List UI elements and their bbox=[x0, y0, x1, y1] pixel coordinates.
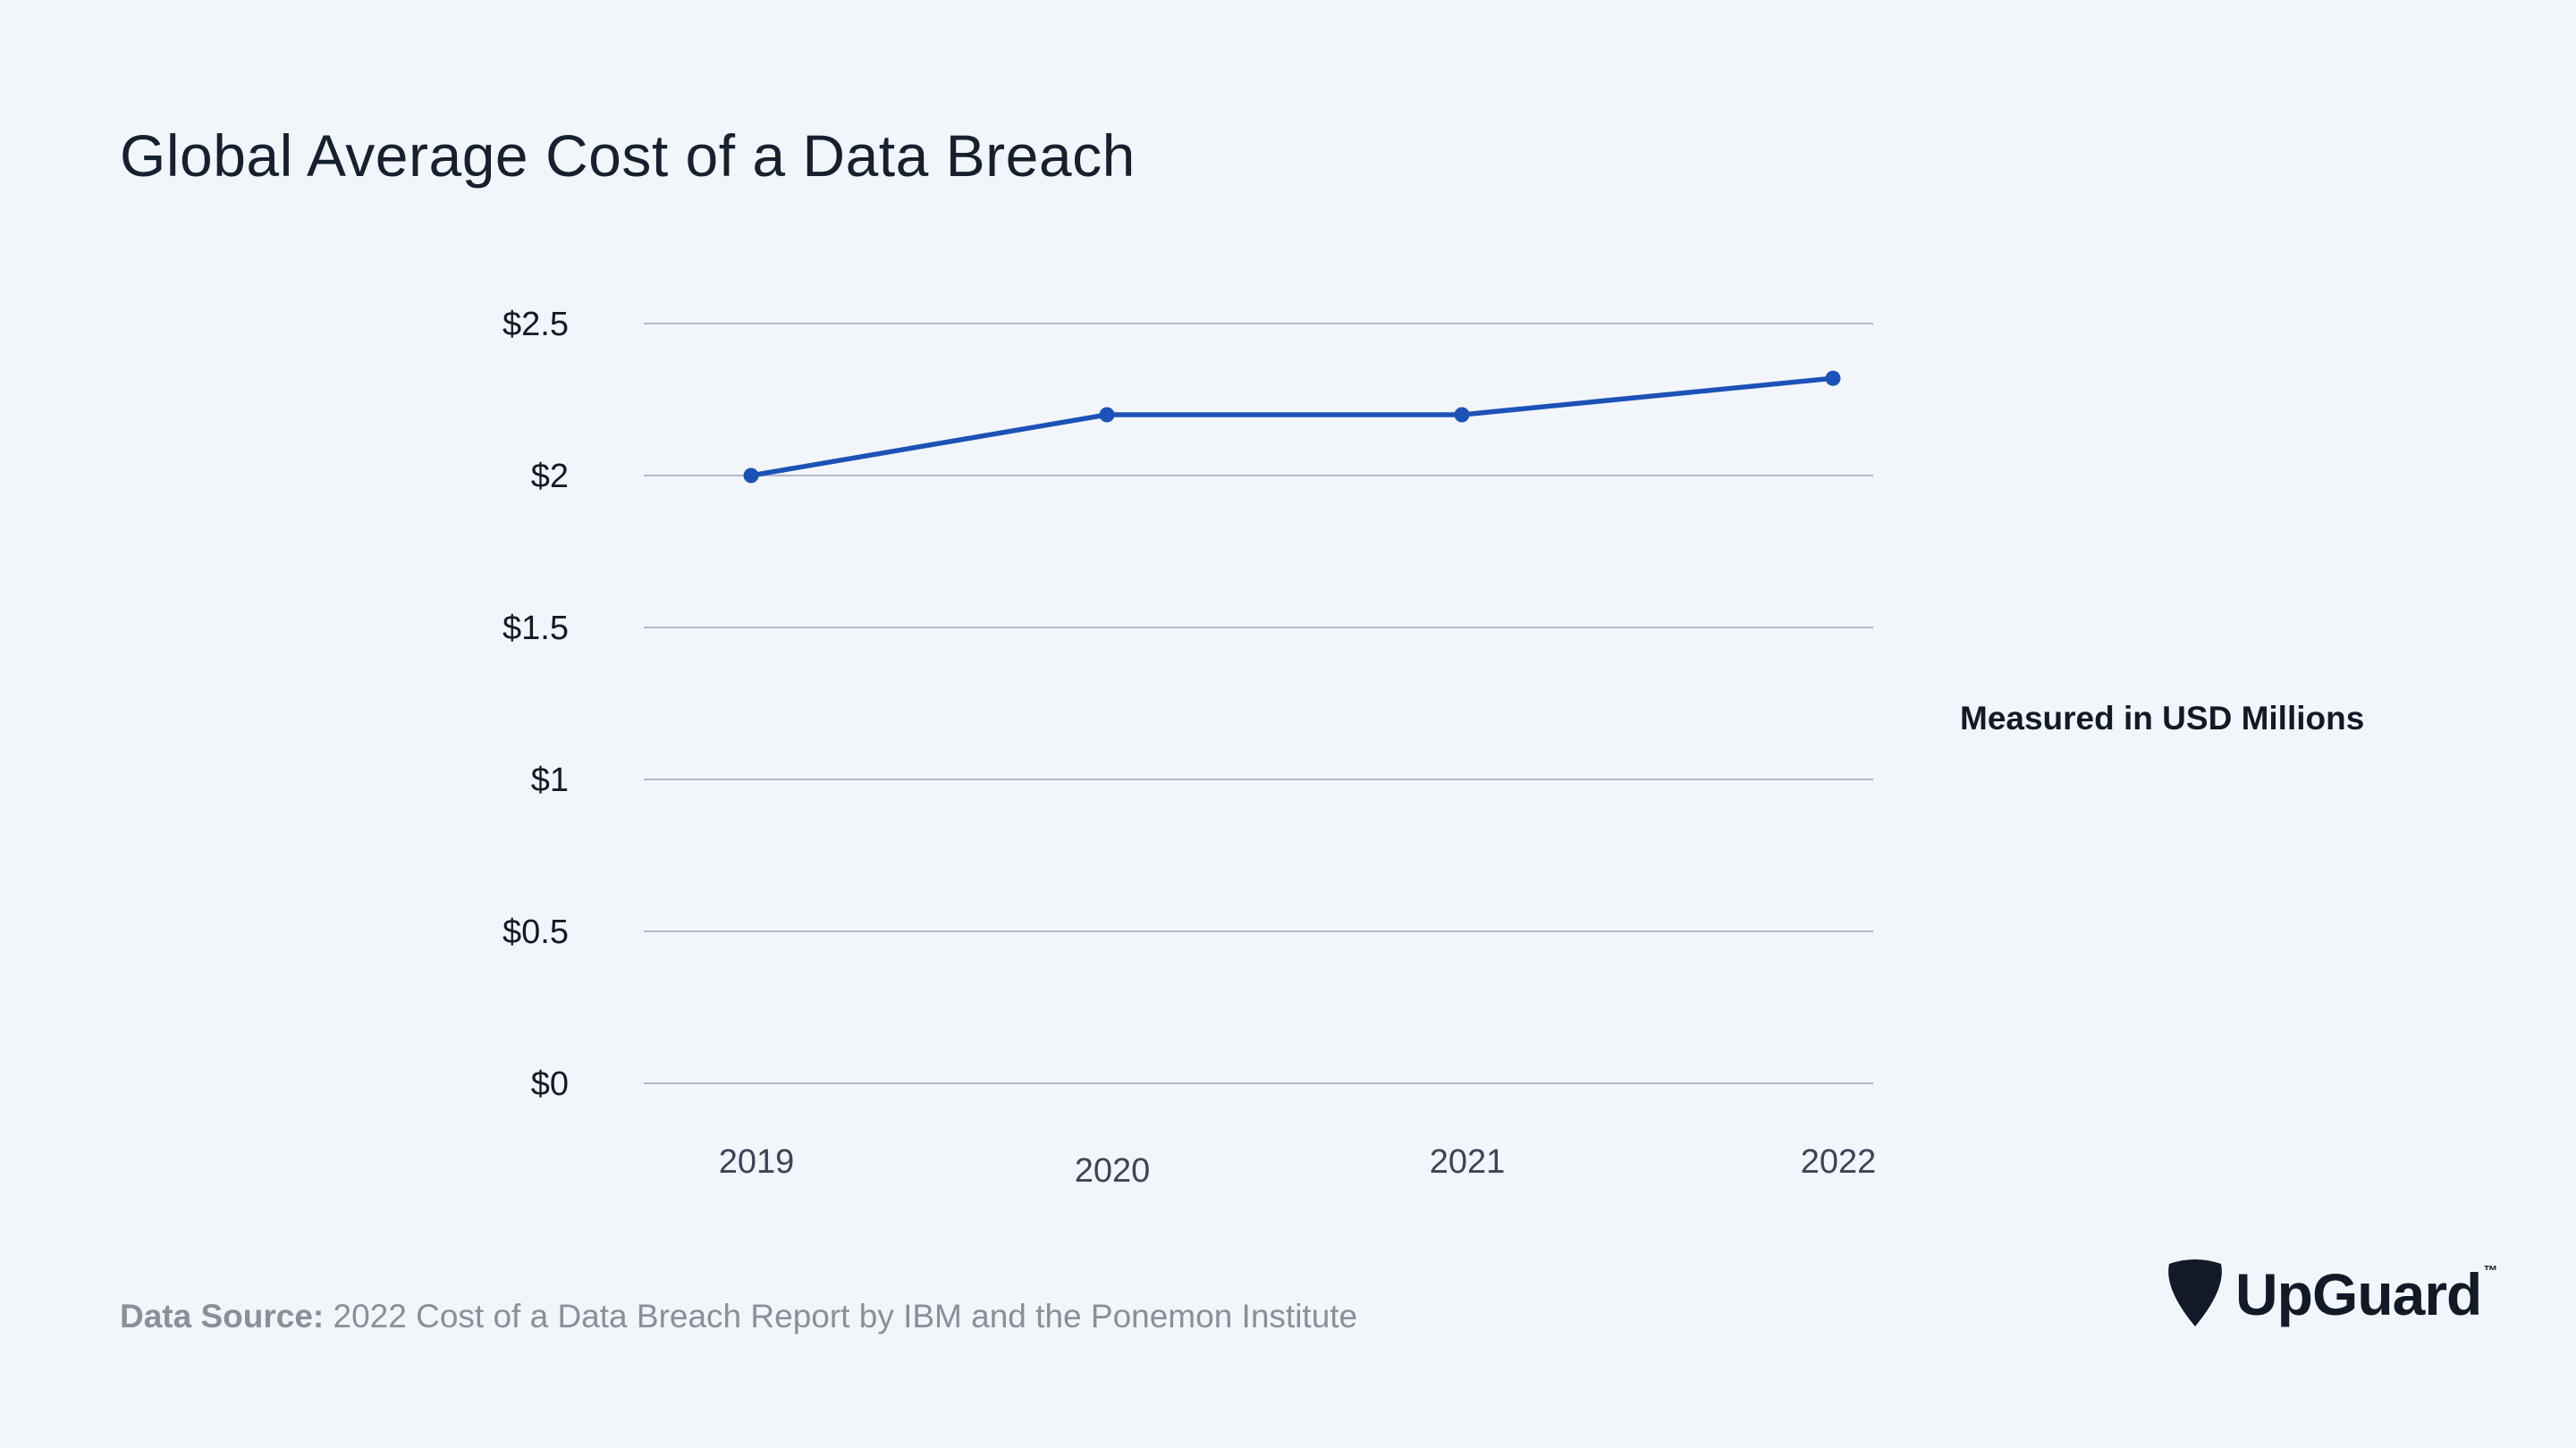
data-source-label: Data Source: bbox=[120, 1298, 325, 1334]
data-source: Data Source: 2022 Cost of a Data Breach … bbox=[120, 1298, 1357, 1335]
data-point-2019 bbox=[743, 467, 759, 484]
chart-title: Global Average Cost of a Data Breach bbox=[120, 122, 1136, 189]
y-tick-label-4: $2 bbox=[531, 458, 569, 495]
y-tick-label-2: $1 bbox=[531, 762, 569, 799]
y-tick-label-0: $0 bbox=[531, 1065, 569, 1103]
y-tick-label-5: $2.5 bbox=[503, 306, 569, 343]
x-tick-label-1: 2020 bbox=[1075, 1152, 1151, 1190]
logo-wordmark: UpGuard bbox=[2235, 1261, 2482, 1327]
logo-trademark: ™ bbox=[2483, 1264, 2498, 1279]
unit-note: Measured in USD Millions bbox=[1960, 700, 2365, 737]
data-point-2021 bbox=[1454, 407, 1470, 423]
data-point-2020 bbox=[1099, 407, 1115, 423]
x-tick-label-2: 2021 bbox=[1430, 1143, 1506, 1181]
x-tick-label-0: 2019 bbox=[719, 1143, 795, 1181]
y-tick-label-3: $1.5 bbox=[503, 610, 569, 647]
data-point-2022 bbox=[1825, 370, 1841, 386]
data-source-text: 2022 Cost of a Data Breach Report by IBM… bbox=[333, 1298, 1358, 1334]
series-line-0 bbox=[748, 375, 1836, 478]
y-tick-label-1: $0.5 bbox=[503, 913, 569, 951]
shield-pick-icon bbox=[2168, 1259, 2222, 1326]
upguard-logo: UpGuard ™ bbox=[2164, 1259, 2497, 1330]
x-tick-label-3: 2022 bbox=[1801, 1143, 1877, 1181]
